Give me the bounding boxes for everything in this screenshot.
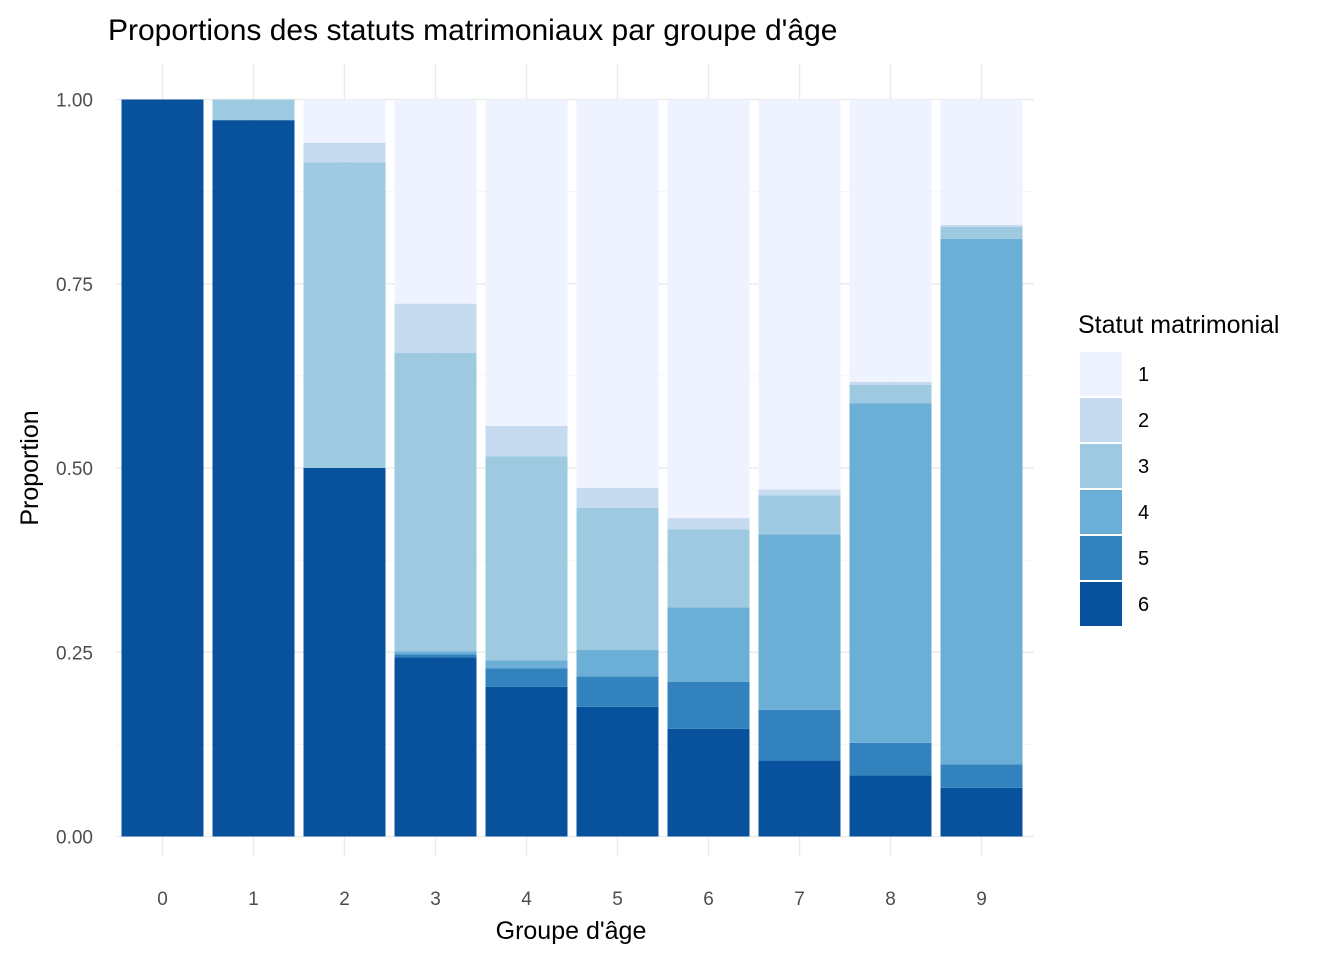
y-axis-ticks: 0.00 0.25 0.50 0.75 1.00 xyxy=(56,91,93,849)
bar-segment-cat9-status4 xyxy=(940,238,1023,765)
x-axis-title: Groupe d'âge xyxy=(496,917,647,945)
bar-segment-cat9-status2 xyxy=(940,224,1023,228)
bar-segment-cat5-status3 xyxy=(576,507,659,651)
legend-label: 3 xyxy=(1138,456,1149,478)
bar-segment-cat8-status1 xyxy=(849,99,932,382)
x-tick-label: 6 xyxy=(703,889,714,910)
x-tick-label: 8 xyxy=(885,889,896,910)
x-tick-label: 9 xyxy=(976,889,987,910)
bar-segment-cat6-status3 xyxy=(667,529,750,608)
bar-segment-cat9-status1 xyxy=(940,99,1023,225)
legend-key-1 xyxy=(1080,352,1122,396)
x-tick-label: 7 xyxy=(794,889,805,910)
bar-segment-cat2-status2 xyxy=(303,142,386,163)
bar-segment-cat2-status6 xyxy=(303,468,386,837)
bars xyxy=(121,99,1023,837)
bar-segment-cat4-status1 xyxy=(485,99,568,426)
bar-segment-cat6-status6 xyxy=(667,728,750,837)
bar-segment-cat7-status1 xyxy=(758,99,841,490)
legend-key-6 xyxy=(1080,582,1122,626)
bar-segment-cat3-status6 xyxy=(394,657,477,837)
legend-label: 5 xyxy=(1138,548,1149,570)
bar-segment-cat6-status5 xyxy=(667,681,750,729)
x-tick-label: 4 xyxy=(521,889,532,910)
legend-label: 4 xyxy=(1138,502,1149,524)
bar-segment-cat3-status4 xyxy=(394,651,477,655)
bar-segment-cat2-status1 xyxy=(303,99,386,143)
bar-segment-cat9-status6 xyxy=(940,787,1023,837)
bar-segment-cat5-status4 xyxy=(576,650,659,677)
bar-segment-cat8-status2 xyxy=(849,381,932,385)
y-axis-title: Proportion xyxy=(16,410,44,525)
bar-segment-cat5-status6 xyxy=(576,706,659,837)
bar-segment-cat5-status5 xyxy=(576,676,659,707)
legend-key-4 xyxy=(1080,490,1122,534)
bar-segment-cat6-status4 xyxy=(667,607,750,682)
y-tick-label: 0.50 xyxy=(56,459,93,480)
legend-key-2 xyxy=(1080,398,1122,442)
bar-segment-cat2-status3 xyxy=(303,162,386,468)
y-tick-label: 0.25 xyxy=(56,643,93,664)
bar-segment-cat3-status3 xyxy=(394,353,477,652)
legend-label: 6 xyxy=(1138,594,1149,616)
x-tick-label: 1 xyxy=(248,889,259,910)
bar-segment-cat6-status1 xyxy=(667,99,750,519)
legend-label: 1 xyxy=(1138,364,1149,386)
bar-segment-cat8-status6 xyxy=(849,775,932,837)
x-tick-label: 0 xyxy=(157,889,168,910)
bar-segment-cat0-status6 xyxy=(121,99,204,837)
legend-key-5 xyxy=(1080,536,1122,580)
bar-segment-cat7-status4 xyxy=(758,534,841,710)
bar-segment-cat4-status5 xyxy=(485,668,568,687)
legend-title: Statut matrimonial xyxy=(1078,311,1279,339)
legend: Statut matrimonial 1 2 3 4 5 6 xyxy=(1078,311,1279,626)
x-axis-ticks: 0 1 2 3 4 5 6 7 8 9 xyxy=(157,889,987,910)
bar-segment-cat9-status5 xyxy=(940,764,1023,788)
bar-segment-cat8-status4 xyxy=(849,403,932,743)
legend-label: 2 xyxy=(1138,410,1149,432)
bar-segment-cat5-status1 xyxy=(576,99,659,488)
legend-key-3 xyxy=(1080,444,1122,488)
x-tick-label: 5 xyxy=(612,889,623,910)
bar-segment-cat4-status2 xyxy=(485,425,568,457)
bar-segment-cat4-status6 xyxy=(485,686,568,837)
y-tick-label: 0.00 xyxy=(56,828,93,849)
x-tick-label: 2 xyxy=(339,889,350,910)
bar-segment-cat8-status5 xyxy=(849,742,932,776)
bar-segment-cat1-status6 xyxy=(212,120,295,837)
bar-segment-cat3-status1 xyxy=(394,99,477,304)
bar-segment-cat4-status4 xyxy=(485,660,568,669)
bar-segment-cat5-status2 xyxy=(576,487,659,508)
bar-segment-cat1-status3 xyxy=(212,99,295,121)
bar-segment-cat4-status3 xyxy=(485,456,568,661)
y-tick-label: 1.00 xyxy=(56,91,93,112)
bar-segment-cat7-status2 xyxy=(758,489,841,496)
bar-segment-cat7-status5 xyxy=(758,709,841,761)
bar-segment-cat7-status6 xyxy=(758,760,841,837)
bar-segment-cat3-status2 xyxy=(394,303,477,354)
x-tick-label: 3 xyxy=(430,889,441,910)
y-tick-label: 0.75 xyxy=(56,275,93,296)
bar-segment-cat8-status3 xyxy=(849,384,932,404)
bar-segment-cat3-status5 xyxy=(394,654,477,658)
bar-segment-cat7-status3 xyxy=(758,495,841,535)
bar-segment-cat6-status2 xyxy=(667,518,750,530)
bar-segment-cat9-status3 xyxy=(940,227,1023,239)
chart-title: Proportions des statuts matrimoniaux par… xyxy=(108,14,837,47)
